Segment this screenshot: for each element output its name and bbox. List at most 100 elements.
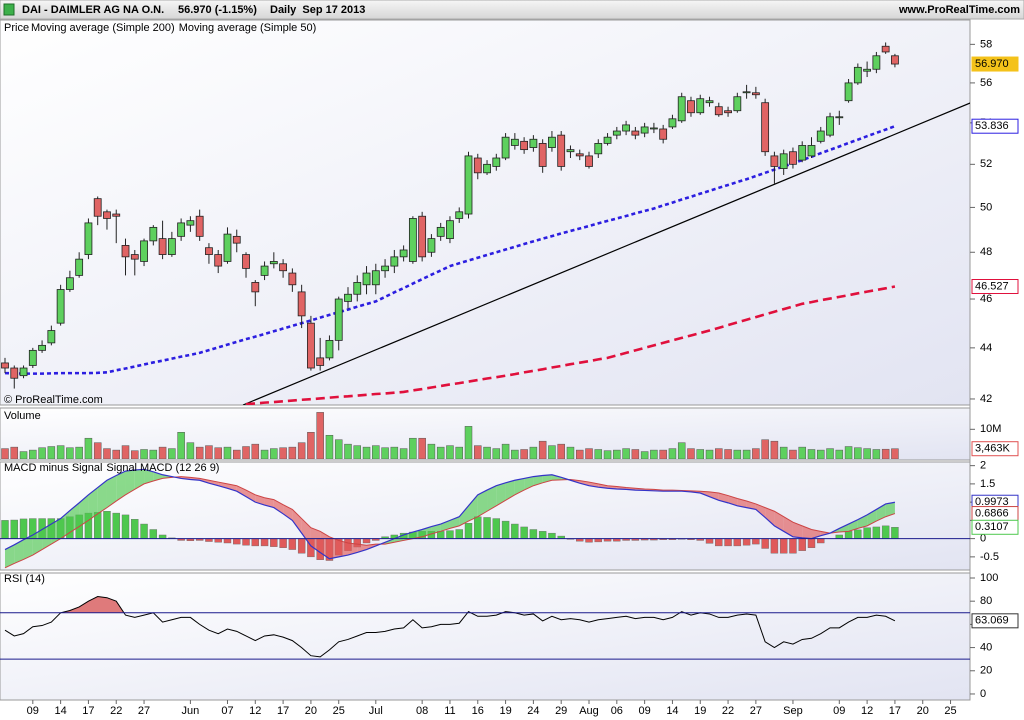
candle-body [687,100,695,114]
y-tick-label: -0.5 [980,551,999,563]
volume-bar [603,450,612,459]
y-tick-label: 42 [980,393,992,405]
x-tick-label: 12 [861,705,873,717]
candle-body [612,130,621,136]
volume-bar [687,448,695,459]
legend-entry: Moving average (Simple 200) [31,22,175,34]
cross-fill [79,494,89,527]
y-tick-label: 48 [980,246,992,258]
series-line [245,285,896,405]
histogram-bar [520,526,528,539]
candle-body [696,98,705,114]
trend-line [242,102,970,405]
volume-bar [844,446,853,459]
panel-0-clip [1,42,899,405]
x-tick-label: 09 [639,705,651,717]
volume-bar [251,443,260,459]
histogram-bar [93,512,102,539]
candle-body [733,96,742,112]
candle-body [677,96,686,122]
volume-bar [733,449,742,459]
y-tick-label: 50 [980,201,992,213]
last-value-label: 53.836 [975,120,1009,132]
cross-fill [857,514,868,529]
source: www.ProRealTime.com [898,4,1020,16]
volume-bar [84,437,93,459]
candle-body [520,140,529,151]
volume-bar [19,451,28,459]
volume-bar [724,449,732,459]
volume-bar [835,449,844,459]
histogram-bar [742,538,751,546]
candle-body [334,298,343,341]
cross-fill [5,544,15,568]
x-tick-label: Jun [182,705,200,717]
candle-body [325,339,334,359]
x-tick-label: Jul [369,705,383,717]
volume-bar [436,446,445,459]
volume-bar [112,449,120,459]
volume-bar [622,448,630,459]
volume-bar [770,440,779,459]
histogram-bar [270,538,278,547]
cross-fill [848,519,858,532]
candle-body [158,238,167,255]
candle-body [362,272,371,286]
candle-body [65,277,74,290]
candle-body [724,110,732,114]
candle-body [510,138,519,146]
candle-body [789,151,797,165]
candle-body [84,222,93,255]
histogram-bar [251,538,259,547]
candle-body [761,102,770,153]
histogram-bar [789,538,797,554]
candle-body [214,254,223,267]
candle-body [891,55,899,65]
cross-fill [144,469,154,484]
cross-fill [273,499,284,514]
x-tick-label: 07 [221,705,233,717]
candle-body [288,272,297,286]
series-line [4,124,896,375]
cross-fill [505,480,515,501]
header-icon [3,3,15,16]
candle-body [807,145,816,157]
candle-body [798,145,807,161]
histogram-bar [112,512,120,539]
candle-body [251,282,260,293]
volume-bar [390,446,399,459]
cross-fill [487,485,497,512]
candle-body [149,226,158,242]
histogram-bar [501,520,510,539]
candle-body [130,254,139,260]
volume-bar [93,442,102,459]
y-tick-label: 52 [980,158,992,170]
volume-bar [242,446,250,459]
candle-body [779,153,788,169]
candle-body [501,136,510,159]
x-tick-label: 08 [416,705,428,717]
volume-bar [677,442,686,459]
candle-body [93,198,102,217]
volume-bar [56,445,65,459]
volume-bar [492,448,501,459]
histogram-bar [844,531,853,539]
volume-bar [817,449,825,459]
last-value-box [971,118,1019,134]
histogram-bar [585,538,593,543]
histogram-bar [446,530,454,539]
volume-bar [446,445,454,459]
rsi-panel [0,572,971,701]
cross-fill [551,474,562,481]
cross-fill [51,518,61,545]
cross-fill [746,501,756,510]
candle-body [548,136,556,148]
candle-body [622,124,630,132]
candle-body [650,127,658,130]
volume-bar [511,449,519,459]
cross-fill [14,539,24,564]
candle-body [594,142,603,155]
candle-body [826,116,834,136]
candle-body [260,265,269,276]
volume-bar [1,448,9,459]
